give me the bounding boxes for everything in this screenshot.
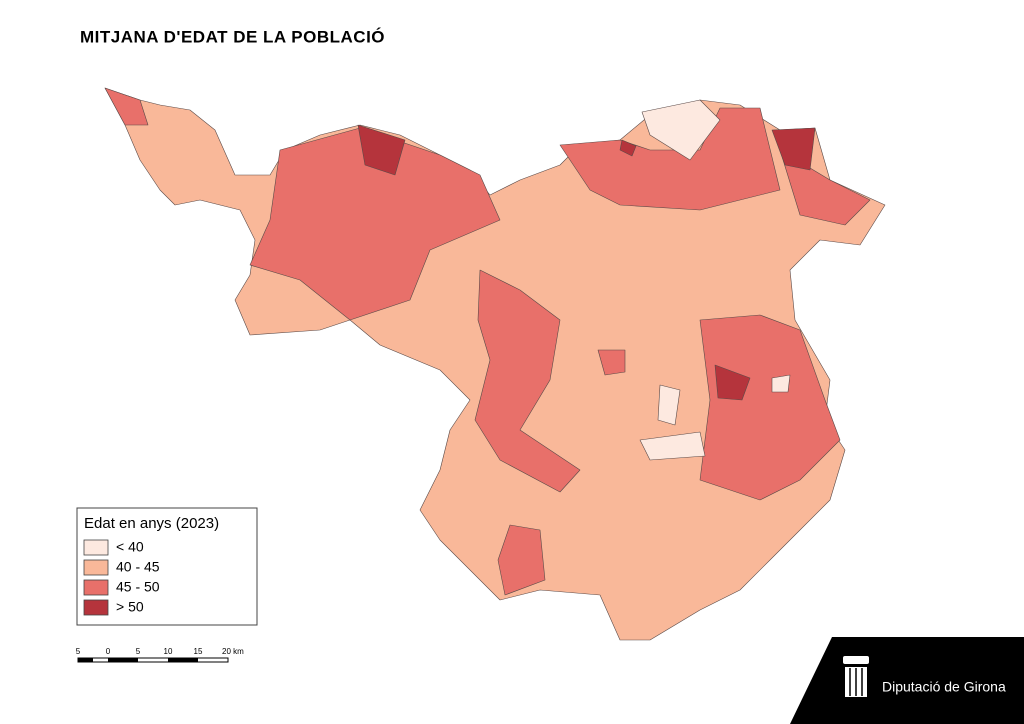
map-title: MITJANA D'EDAT DE LA POBLACIÓ (80, 27, 385, 46)
map (104, 87, 886, 641)
region-under-40 (639, 431, 706, 461)
region-45-50 (699, 314, 841, 501)
legend-label: > 50 (116, 599, 144, 615)
scale-bar-segment (168, 658, 198, 662)
region-45-50 (559, 107, 781, 211)
region-45-50 (497, 524, 546, 596)
scale-bar (77, 657, 229, 663)
scale-bar-segment (108, 658, 138, 662)
region-under-40 (771, 374, 791, 393)
scale-label: 5 (76, 647, 81, 656)
region-45-50 (474, 269, 581, 493)
scale-label: 0 (106, 647, 111, 656)
legend-swatch (83, 599, 109, 616)
region-over-50 (357, 124, 406, 176)
region-45-50 (597, 349, 626, 376)
legend-label: 40 - 45 (116, 559, 160, 575)
region-45-50 (249, 127, 501, 321)
scale-label: 10 (164, 647, 173, 656)
logo-emblem-stripes (849, 668, 863, 696)
region-under-40 (641, 99, 721, 161)
legend-items: < 40 40 - 45 45 - 50 > 50 (83, 539, 160, 616)
region-over-50 (714, 364, 751, 401)
legend-swatch (83, 579, 109, 596)
legend-swatch (83, 539, 109, 556)
legend-swatch (83, 559, 109, 576)
region-over-50 (771, 127, 816, 171)
scale-label: 5 (136, 647, 141, 656)
region-over-50 (619, 139, 637, 157)
legend-title: Edat en anys (2023) (84, 515, 219, 532)
scale-labels: 5 0 5 10 15 20 km (76, 647, 244, 656)
logo-text: Diputació de Girona (882, 679, 1006, 695)
scale-label: 15 (194, 647, 203, 656)
legend-label: 45 - 50 (116, 579, 160, 595)
region-45-50 (104, 87, 149, 126)
scale-bar-frame (77, 657, 229, 663)
legend-label: < 40 (116, 539, 144, 555)
scale-label: 20 km (222, 647, 244, 656)
region-under-40 (657, 384, 681, 426)
scale-bar-segment (78, 658, 93, 662)
